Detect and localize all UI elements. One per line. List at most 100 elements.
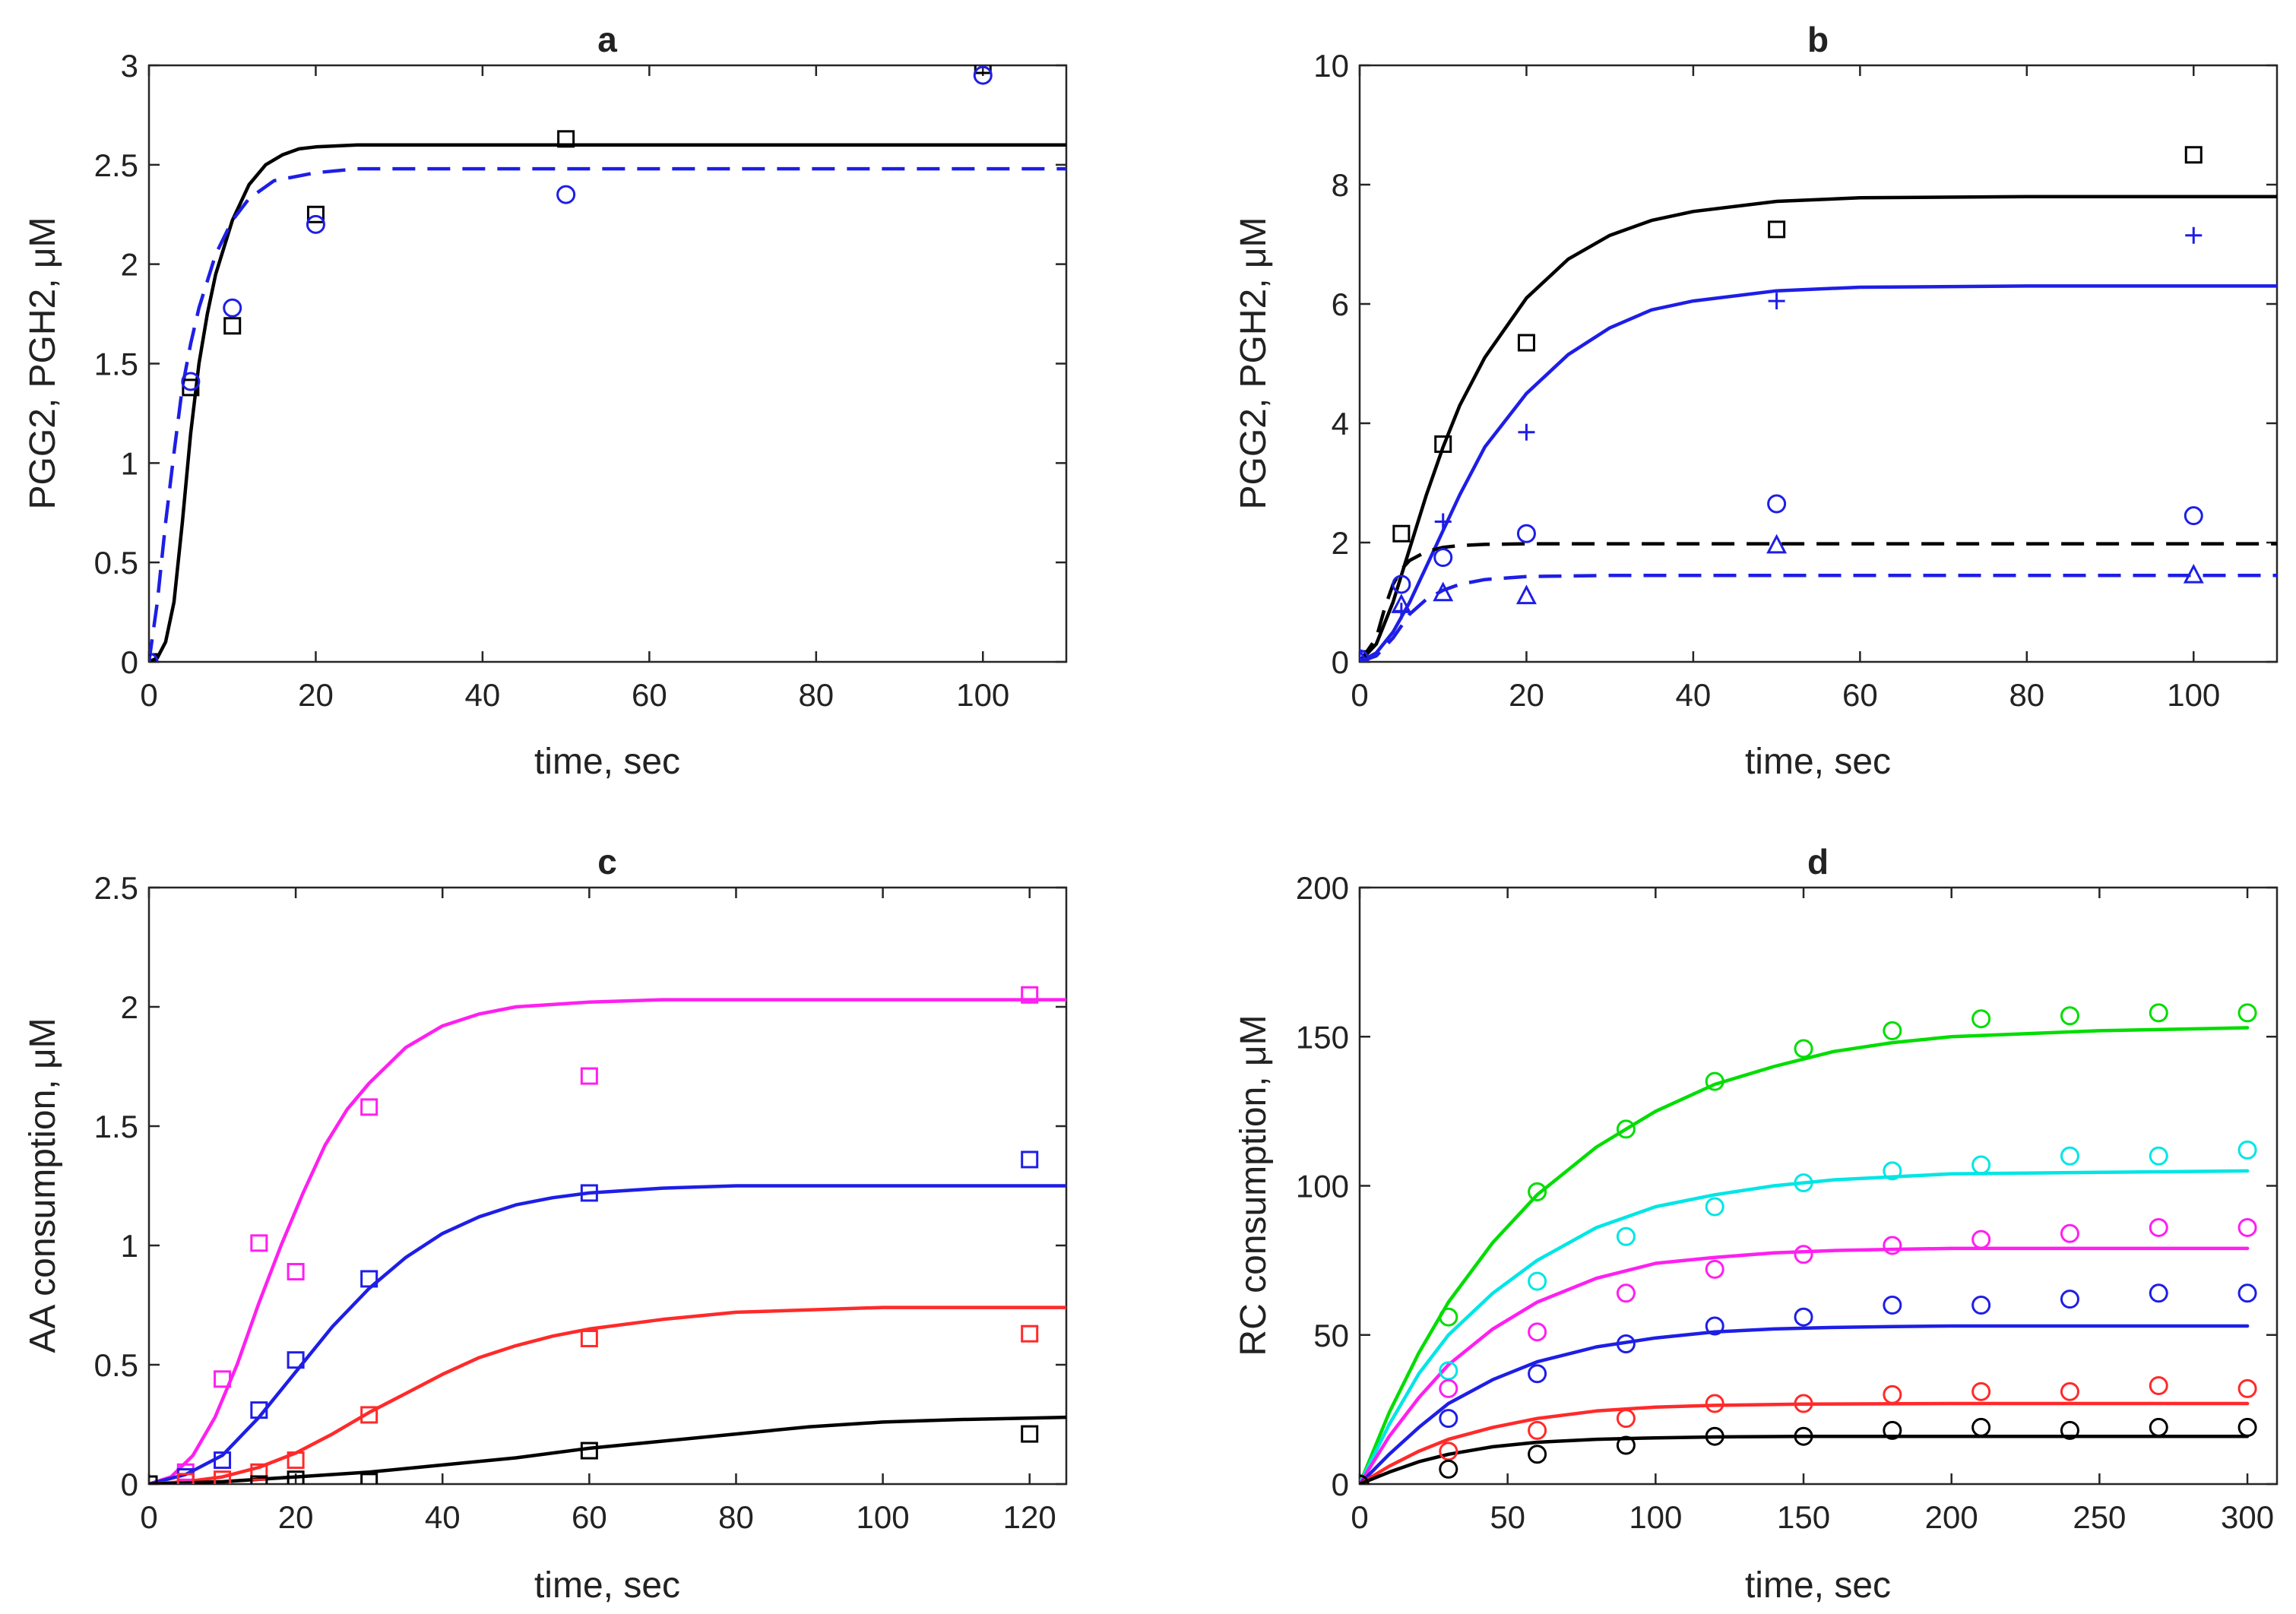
panel-c-data-point [581, 1331, 597, 1346]
panel-b-ylabel: PGG2, PGH2, μM [1234, 217, 1274, 509]
panel-d-data-point [2061, 1383, 2078, 1400]
panel-c-title: c [597, 842, 617, 881]
panel-d-data-point [1973, 1383, 1990, 1400]
panel-d-x-tick-label: 200 [1925, 1499, 1978, 1535]
panel-b-series-4 [1352, 147, 2201, 666]
panel-d-x-tick-label: 100 [1629, 1499, 1682, 1535]
panel-d-data-point [1529, 1324, 1546, 1340]
panel-c-x-tick-label: 40 [425, 1499, 461, 1535]
panel-c-data-point [252, 1236, 267, 1251]
panel-a-data-point [558, 186, 575, 203]
panel-d-data-point [2061, 1225, 2078, 1242]
panel-d-data-point [1529, 1422, 1546, 1438]
panel-c-ylabel: AA consumption, μM [23, 1017, 63, 1353]
panel-d-data-point [2150, 1147, 2167, 1164]
panel-d-data-point [1440, 1309, 1457, 1325]
panel-b-data-point [1435, 549, 1452, 566]
panel-b-data-point [2185, 508, 2202, 524]
panel-c-series-4 [141, 987, 1037, 1492]
panel-d: d time, sec RC consumption, μM 0 50 100 150… [1234, 842, 2277, 1606]
panel-b-data-point [1518, 424, 1534, 441]
panel-b-data-point [1769, 293, 1785, 309]
panel-d-data-point [1973, 1011, 1990, 1027]
panel-d-data-point [1884, 1237, 1901, 1254]
panel-d-data-point [1706, 1198, 1723, 1215]
panel-a-title: a [597, 20, 617, 59]
panel-d-y-tick-label: 50 [1313, 1318, 1349, 1353]
panel-b-data-point [1518, 525, 1534, 542]
panel-d-data-point [1617, 1228, 1634, 1245]
panel-b-x-tick-label: 40 [1676, 677, 1712, 713]
panel-c-data-point [362, 1100, 377, 1115]
panel-b-x-tick-label: 60 [1842, 677, 1878, 713]
panel-c-fit-line [149, 1417, 1066, 1484]
panel-d-data-point [1973, 1157, 1990, 1173]
panel-a-y-tick-label: 0 [121, 644, 138, 680]
panel-b-fit-line [1360, 575, 2277, 662]
panel-c-x-tick-label: 60 [572, 1499, 607, 1535]
panel-d-x-tick-label: 0 [1351, 1499, 1368, 1535]
panel-a-xlabel: time, sec [534, 742, 680, 782]
panel-d-data-point [1617, 1285, 1634, 1302]
panel-d-data-point [1706, 1395, 1723, 1412]
panel-b-y-tick-label: 10 [1313, 48, 1349, 84]
panel-d-y-tick-label: 100 [1296, 1169, 1349, 1204]
panel-c-xlabel: time, sec [534, 1565, 680, 1606]
panel-b-fit-line [1360, 544, 2277, 662]
panel-c-x-tick-label: 120 [1003, 1499, 1056, 1535]
panel-b-data-point [2186, 147, 2201, 163]
panel-b-y-tick-label: 2 [1332, 525, 1349, 561]
panel-d-data-point [1440, 1461, 1457, 1477]
panel-c-x-tick-label: 0 [140, 1499, 157, 1535]
panel-a-x-tick-label: 80 [798, 677, 834, 713]
panel-c-data-point [1022, 1326, 1037, 1341]
panel-c-series-0 [149, 1000, 1066, 1484]
panel-b-series-5 [1351, 227, 2202, 667]
panel-c-fit-line [149, 1308, 1066, 1484]
panel-c-series-5 [141, 1152, 1037, 1492]
panel-d-data-point [2150, 1377, 2167, 1394]
panel-d-data-point [1440, 1410, 1457, 1427]
panel-b-series-7 [1351, 536, 2202, 666]
panel-d-data-point [2150, 1219, 2167, 1236]
panel-d-data-point [2061, 1147, 2078, 1164]
panel-b: b time, sec PGG2, PGH2, μM 0 20 40 60 80 1000… [1234, 20, 2277, 782]
panel-d-series-9 [1351, 1285, 2256, 1492]
panel-d-x-tick-label: 300 [2221, 1499, 2274, 1535]
panel-b-title: b [1807, 20, 1829, 59]
panel-c-y-tick-label: 0 [121, 1467, 138, 1502]
panel-d-data-point [2150, 1285, 2167, 1302]
panel-c-x-tick-label: 100 [857, 1499, 910, 1535]
panel-d-data-point [1884, 1297, 1901, 1314]
panel-b-y-tick-label: 0 [1332, 644, 1349, 680]
panel-c-data-point [1022, 1426, 1037, 1442]
panel-b-data-point [1394, 526, 1409, 541]
panel-c-y-tick-label: 2 [121, 989, 138, 1025]
panel-d-data-point [1706, 1261, 1723, 1277]
panel-a-data-point [224, 299, 241, 316]
panel-d-data-point [1440, 1380, 1457, 1397]
panel-b-x-tick-label: 20 [1509, 677, 1544, 713]
panel-d-data-point [1529, 1446, 1546, 1463]
panel-d-y-tick-label: 150 [1296, 1019, 1349, 1055]
panel-d-data-point [2061, 1291, 2078, 1308]
panel-d-ylabel: RC consumption, μM [1234, 1014, 1274, 1356]
panel-c-series-2 [149, 1308, 1066, 1484]
panel-d-data-point [2239, 1141, 2256, 1158]
panel-a-data-point [307, 216, 324, 233]
panel-d-x-tick-label: 250 [2073, 1499, 2126, 1535]
panel-a-y-tick-label: 3 [121, 48, 138, 84]
panel-d-fit-line [1360, 1248, 2247, 1484]
panel-a-data-point [308, 207, 323, 222]
panel-a-y-tick-label: 0.5 [94, 545, 138, 581]
panel-a-y-tick-label: 2 [121, 247, 138, 283]
panel-c-y-tick-label: 1.5 [94, 1109, 138, 1144]
figure: a time, sec PGG2, PGH2, μM 0 20 40 60 80 1000… [0, 0, 2296, 1614]
panel-a-x-tick-label: 20 [298, 677, 334, 713]
panel-c-data-point [1022, 1152, 1037, 1167]
panel-d-series-7 [1351, 1141, 2256, 1492]
panel-a-series-0 [149, 145, 1066, 662]
panel-c-data-point [288, 1264, 303, 1280]
panel-d-data-point [1529, 1273, 1546, 1290]
panel-c-series-3 [149, 1417, 1066, 1484]
